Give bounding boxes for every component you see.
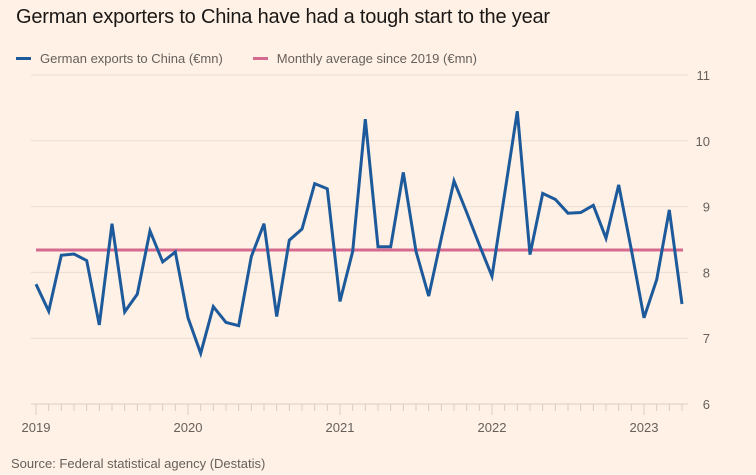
legend-item-average: Monthly average since 2019 (€mn) [252, 51, 477, 66]
data-point [503, 192, 506, 195]
data-point [465, 211, 468, 214]
x-tick-label: 2023 [630, 420, 659, 435]
legend-swatch-average [252, 57, 268, 60]
data-point [136, 293, 139, 296]
data-point [275, 315, 278, 318]
data-point [453, 179, 456, 182]
data-point [478, 243, 481, 246]
data-point [35, 283, 38, 286]
data-point [643, 316, 646, 319]
data-point [313, 182, 316, 185]
data-point [111, 222, 114, 225]
data-point [174, 251, 177, 254]
x-tick-label: 2019 [22, 420, 51, 435]
data-point [415, 250, 418, 253]
data-point [149, 229, 152, 232]
legend-swatch-exports [16, 57, 31, 60]
legend-item-exports: German exports to China (€mn) [16, 51, 223, 66]
data-point [288, 239, 291, 242]
data-point [98, 324, 101, 327]
chart-title: German exporters to China have had a tou… [16, 6, 550, 28]
data-point [73, 252, 76, 255]
data-point [123, 310, 126, 313]
data-point [225, 321, 228, 324]
data-point [681, 302, 684, 305]
data-point [529, 253, 532, 256]
data-point [440, 237, 443, 240]
data-point [516, 110, 519, 113]
y-tick-label: 6 [703, 397, 710, 412]
data-point [655, 278, 658, 281]
x-tick-label: 2021 [326, 420, 355, 435]
y-tick-label: 9 [703, 200, 710, 215]
data-point [237, 324, 240, 327]
data-point [592, 204, 595, 207]
data-point [187, 316, 190, 319]
data-point [47, 310, 50, 313]
x-tick-label: 2022 [478, 420, 507, 435]
data-point [554, 198, 557, 201]
data-point [364, 118, 367, 121]
data-point [301, 227, 304, 230]
data-point [605, 237, 608, 240]
legend-label-exports: German exports to China (€mn) [40, 51, 223, 66]
data-point [326, 187, 329, 190]
legend-label-average: Monthly average since 2019 (€mn) [276, 51, 477, 66]
data-point [85, 259, 88, 262]
data-point [541, 192, 544, 195]
data-point [263, 222, 266, 225]
data-point [617, 183, 620, 186]
data-point [212, 305, 215, 308]
data-point [567, 212, 570, 215]
source-note: Source: Federal statistical agency (Dest… [11, 456, 266, 471]
exports-line [34, 110, 684, 359]
data-point [630, 248, 633, 251]
data-point [427, 295, 430, 298]
legend: German exports to China (€mn) Monthly av… [16, 51, 507, 66]
data-point [389, 245, 392, 248]
data-point [339, 300, 342, 303]
x-tick-label: 2020 [174, 420, 203, 435]
data-point [351, 250, 354, 253]
data-point [377, 245, 380, 248]
data-point [402, 171, 405, 174]
data-point [60, 254, 63, 257]
y-tick-label: 10 [696, 134, 710, 149]
y-tick-label: 8 [703, 265, 710, 280]
y-tick-label: 7 [703, 331, 710, 346]
data-point [250, 255, 253, 258]
data-point [199, 352, 202, 355]
data-point [491, 275, 494, 278]
data-point [161, 260, 164, 263]
y-tick-label: 11 [697, 68, 711, 83]
data-point [579, 211, 582, 214]
data-point [668, 208, 671, 211]
